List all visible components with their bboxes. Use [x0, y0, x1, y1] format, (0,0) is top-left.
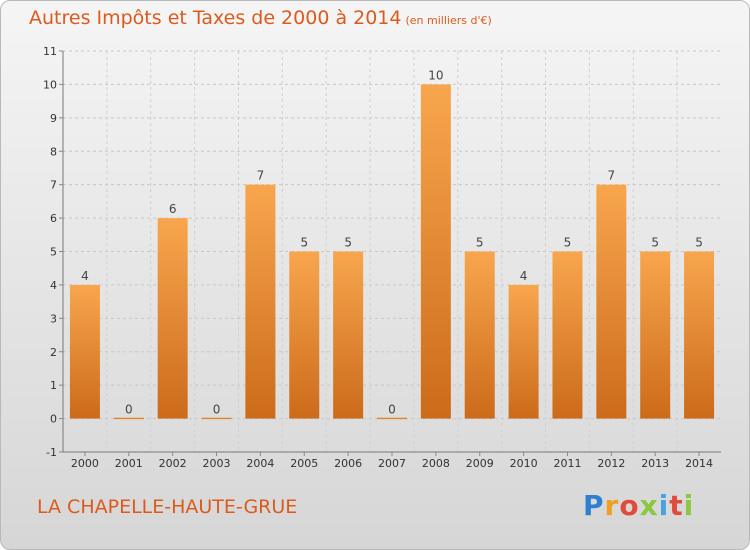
value-label: 5 [476, 236, 484, 250]
logo-letter: i [658, 489, 670, 522]
bar [245, 184, 276, 419]
value-label: 5 [344, 236, 352, 250]
axes [59, 50, 721, 456]
value-label: 0 [213, 403, 221, 417]
logo-letter: r [604, 489, 620, 522]
x-tick-label: 2007 [378, 457, 406, 470]
y-tick-label: 10 [43, 78, 57, 91]
bar [684, 251, 715, 419]
value-label: 10 [428, 68, 443, 82]
bar [640, 251, 671, 419]
y-tick-label: 1 [50, 379, 57, 392]
value-label: 0 [388, 403, 396, 417]
bars [69, 84, 715, 420]
bar [552, 251, 583, 419]
bar [420, 84, 451, 419]
value-label: 0 [125, 403, 133, 417]
bar [377, 417, 407, 420]
x-tick-label: 2009 [466, 457, 494, 470]
bar [596, 184, 627, 419]
y-tick-label: 4 [50, 279, 57, 292]
logo-letter: t [669, 489, 684, 522]
y-tick-labels: -1 0 1 2 3 4 5 6 7 8 9 10 11 [43, 45, 57, 459]
y-tick-label: 8 [50, 145, 57, 158]
x-tick-label: 2005 [290, 457, 318, 470]
x-tick-label: 2013 [641, 457, 669, 470]
y-tick-label: 11 [43, 45, 57, 58]
y-tick-label: 0 [50, 413, 57, 426]
y-tick-label: 7 [50, 179, 57, 192]
chart-unit-label: (en milliers d'€) [405, 14, 492, 27]
x-tick-label: 2006 [334, 457, 362, 470]
y-tick-label: 6 [50, 212, 57, 225]
value-label: 6 [169, 202, 177, 216]
logo-letter: P [583, 489, 605, 522]
bar [157, 218, 188, 419]
logo-letter: x [639, 489, 659, 522]
x-tick-labels: 2000 2001 2002 2003 2004 2005 2006 2007 2008 2009… [71, 457, 713, 470]
commune-name: LA CHAPELLE-HAUTE-GRUE [37, 496, 298, 518]
bar [69, 284, 100, 419]
chart-title-text: Autres Impôts et Taxes de 2000 à 2014 [29, 7, 402, 29]
x-tick-label: 2010 [510, 457, 538, 470]
chart-title: Autres Impôts et Taxes de 2000 à 2014 (en… [29, 7, 492, 29]
value-labels: 4 0 6 0 7 5 5 0 10 5 4 5 7 5 5 [81, 68, 703, 416]
x-tick-label: 2008 [422, 457, 450, 470]
bar [201, 417, 232, 420]
value-label: 5 [300, 236, 308, 250]
x-tick-label: 2000 [71, 457, 99, 470]
y-tick-label: 5 [50, 246, 57, 259]
bar [333, 251, 364, 419]
y-tick-label: -1 [46, 446, 57, 459]
value-label: 7 [257, 169, 265, 183]
x-tick-label: 2002 [159, 457, 187, 470]
value-label: 5 [564, 236, 572, 250]
proxiti-logo[interactable]: Proxiti [583, 489, 694, 522]
x-tick-label: 2011 [553, 457, 581, 470]
bar [508, 284, 539, 419]
x-tick-label: 2004 [246, 457, 274, 470]
bar [289, 251, 320, 419]
value-label: 5 [695, 236, 703, 250]
value-label: 7 [608, 169, 616, 183]
bar [113, 417, 144, 420]
x-tick-label: 2012 [597, 457, 625, 470]
y-tick-label: 3 [50, 312, 57, 325]
y-tick-label: 2 [50, 346, 57, 359]
value-label: 4 [520, 269, 528, 283]
y-tick-label: 9 [50, 112, 57, 125]
logo-letter: o [619, 489, 640, 522]
logo-letter: i [683, 489, 695, 522]
value-label: 4 [81, 269, 89, 283]
bar [464, 251, 495, 419]
value-label: 5 [651, 236, 659, 250]
x-tick-label: 2014 [685, 457, 713, 470]
x-tick-label: 2003 [203, 457, 231, 470]
x-tick-label: 2001 [115, 457, 143, 470]
